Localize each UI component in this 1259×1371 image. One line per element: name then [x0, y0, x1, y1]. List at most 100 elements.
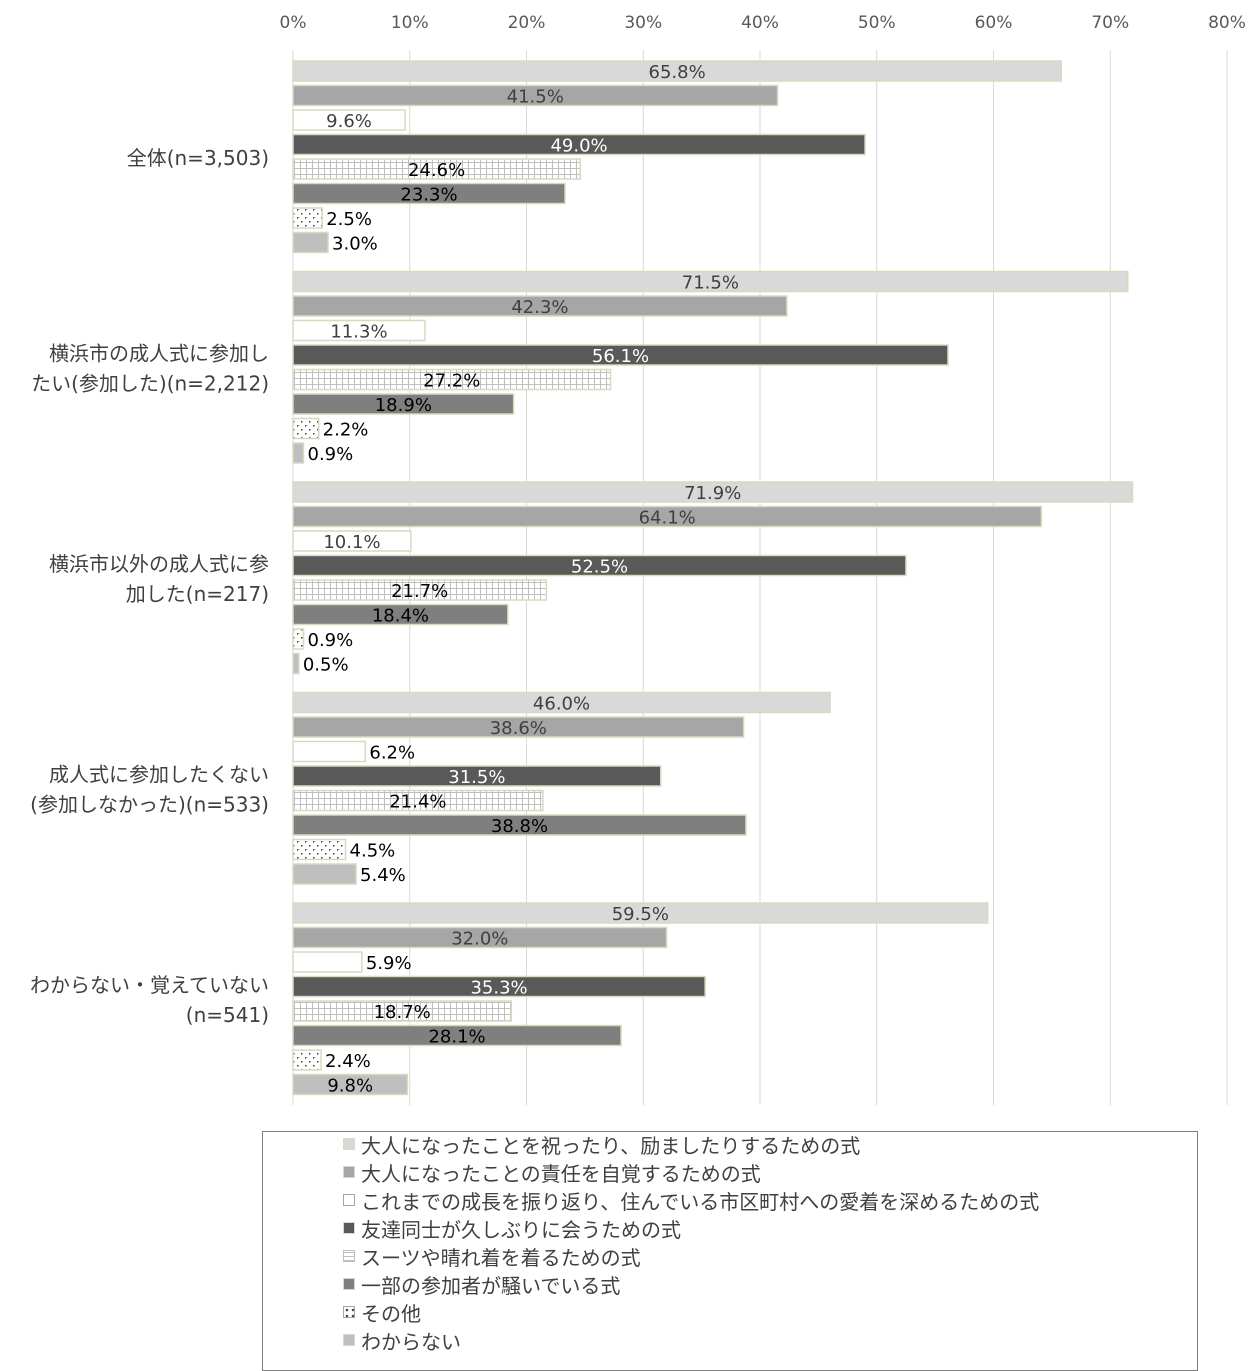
data-label: 18.7% — [374, 1002, 431, 1023]
bar — [292, 716, 745, 738]
data-label: 49.0% — [550, 136, 607, 157]
x-tick-label: 40% — [741, 13, 779, 33]
data-label: 9.6% — [326, 111, 372, 132]
bar — [292, 295, 788, 317]
x-tick-label: 60% — [975, 13, 1013, 33]
x-tick-label: 0% — [280, 13, 307, 33]
category-label: 成人式に参加したくない — [49, 763, 269, 787]
bar — [292, 814, 747, 836]
legend-item: スーツや晴れ着を着るための式 — [343, 1242, 641, 1270]
bar — [292, 863, 357, 885]
bar — [292, 417, 320, 440]
category-label: (n=541) — [186, 1003, 269, 1027]
bar — [292, 368, 612, 391]
legend-label: 友達同士が久しぶりに会うための式 — [361, 1217, 681, 1242]
legend: 大人になったことを祝ったり、励ましたりするための式 大人になったことの責任を自覚す… — [262, 1131, 1198, 1371]
data-label: 6.2% — [369, 743, 415, 764]
data-label: 0.9% — [308, 444, 354, 465]
data-label: 5.9% — [366, 953, 412, 974]
legend-label: その他 — [361, 1301, 421, 1326]
data-label: 11.3% — [330, 322, 387, 343]
data-label: 18.4% — [372, 606, 429, 627]
bar — [292, 319, 426, 342]
bar-chart: 0% 10% 20% 30% 40% 50% 60% 70% 80% 全体(n=3,503) 横浜… — [30, 13, 1246, 1105]
legend-swatch — [343, 1250, 355, 1262]
bar — [292, 393, 515, 415]
legend-item: 友達同士が久しぶりに会うための式 — [343, 1214, 681, 1242]
legend-item: 一部の参加者が騒いでいる式 — [343, 1270, 620, 1298]
data-label: 2.2% — [323, 420, 369, 441]
data-label: 21.7% — [391, 581, 448, 602]
bar — [292, 652, 300, 675]
x-tick-label: 80% — [1208, 13, 1246, 33]
data-label: 2.4% — [325, 1051, 371, 1072]
data-label: 21.4% — [389, 792, 446, 813]
data-label: 3.0% — [332, 234, 378, 255]
data-label: 64.1% — [639, 508, 696, 529]
data-label: 52.5% — [571, 557, 628, 578]
bar — [292, 207, 323, 229]
legend-swatch — [343, 1278, 355, 1290]
data-label: 56.1% — [592, 346, 649, 367]
category-label: 横浜市以外の成人式に参 — [49, 552, 269, 576]
data-label: 71.9% — [684, 483, 741, 504]
x-tick-label: 30% — [624, 13, 662, 33]
data-label: 18.9% — [375, 395, 432, 416]
data-label: 27.2% — [423, 371, 480, 392]
data-label: 71.5% — [682, 273, 739, 294]
bar — [292, 691, 831, 714]
x-tick-label: 70% — [1091, 13, 1129, 33]
data-label: 28.1% — [428, 1027, 485, 1048]
legend-item: 大人になったことの責任を自覚するための式 — [343, 1158, 761, 1186]
bar — [292, 603, 509, 626]
legend-swatch — [343, 1194, 355, 1206]
data-label: 23.3% — [400, 185, 457, 206]
category-label: (参加しなかった)(n=533) — [30, 793, 269, 817]
category-label: 全体(n=3,503) — [127, 146, 269, 170]
bar — [292, 1073, 409, 1096]
category-label: たい(参加した)(n=2,212) — [31, 372, 269, 396]
bar — [292, 344, 949, 366]
data-label: 2.5% — [326, 209, 372, 230]
legend-label: わからない — [361, 1329, 461, 1354]
bar — [292, 1049, 322, 1071]
bar — [292, 182, 566, 205]
bar — [292, 481, 1134, 503]
bar — [292, 442, 305, 464]
legend-swatch — [343, 1306, 355, 1318]
category-label: わからない・覚えていない — [30, 973, 269, 997]
data-label: 59.5% — [612, 904, 669, 925]
data-label: 5.4% — [360, 865, 406, 886]
data-label: 9.8% — [327, 1076, 373, 1097]
bar — [292, 579, 548, 601]
bar — [292, 838, 347, 861]
bar — [292, 789, 544, 812]
category-label: 加した(n=217) — [126, 582, 269, 606]
bar — [292, 1024, 622, 1047]
legend-label: これまでの成長を振り返り、住んでいる市区町村への愛着を深めるための式 — [361, 1189, 1040, 1214]
legend-label: 一部の参加者が騒いでいる式 — [361, 1273, 621, 1298]
data-label: 42.3% — [511, 297, 568, 318]
legend-swatch — [343, 1334, 355, 1346]
data-label: 38.6% — [490, 718, 547, 739]
legend-label: 大人になったことの責任を自覚するための式 — [361, 1161, 761, 1186]
bar — [292, 554, 907, 577]
data-label: 65.8% — [649, 62, 706, 83]
data-label: 0.9% — [308, 630, 354, 651]
data-label: 46.0% — [533, 694, 590, 715]
data-label: 32.0% — [451, 929, 508, 950]
bar — [292, 84, 779, 107]
bar — [292, 158, 581, 180]
bar — [292, 740, 367, 763]
bar — [292, 109, 406, 131]
legend-label: スーツや晴れ着を着るための式 — [361, 1245, 641, 1270]
bar — [292, 628, 305, 650]
bar — [292, 951, 363, 973]
legend-label: 大人になったことを祝ったり、励ましたりするための式 — [361, 1133, 861, 1158]
legend-item: わからない — [343, 1326, 461, 1354]
legend-swatch — [343, 1138, 355, 1150]
category-label: 横浜市の成人式に参加し — [49, 342, 269, 366]
data-label: 4.5% — [350, 841, 396, 862]
legend-item: その他 — [343, 1298, 421, 1326]
bar — [292, 902, 989, 924]
